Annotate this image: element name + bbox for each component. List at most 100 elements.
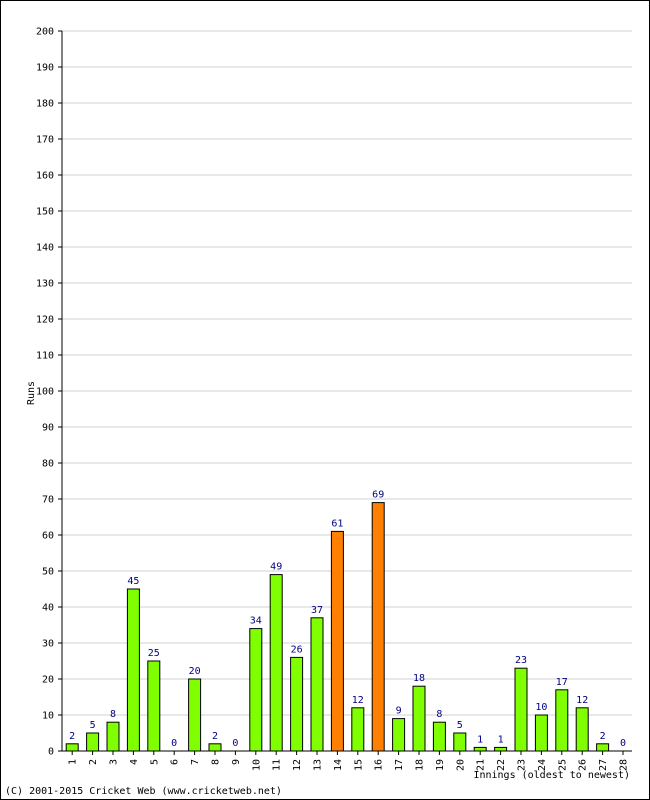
data-label-innings-15: 12 bbox=[352, 695, 364, 706]
y-tick-label: 130 bbox=[36, 279, 54, 290]
y-tick-label: 120 bbox=[36, 315, 54, 326]
x-tick-label: 7 bbox=[190, 759, 201, 765]
bar-innings-16 bbox=[371, 502, 385, 752]
data-label-innings-28: 0 bbox=[620, 738, 626, 749]
x-tick-label: 20 bbox=[455, 759, 466, 771]
x-tick-label: 4 bbox=[129, 759, 140, 765]
bar-innings-23 bbox=[514, 667, 528, 752]
y-tick-label: 200 bbox=[36, 27, 54, 38]
data-label-innings-24: 10 bbox=[535, 702, 547, 713]
data-label-innings-22: 1 bbox=[498, 734, 504, 745]
y-axis-title: Runs bbox=[26, 381, 37, 405]
y-tick-label: 50 bbox=[42, 567, 54, 578]
y-tick-label: 70 bbox=[42, 495, 54, 506]
bar-innings-10 bbox=[249, 628, 263, 752]
bar-innings-1 bbox=[65, 743, 79, 752]
data-label-innings-27: 2 bbox=[600, 731, 606, 742]
x-tick-label: 22 bbox=[496, 759, 507, 771]
data-label-innings-8: 2 bbox=[212, 731, 218, 742]
x-tick-label: 9 bbox=[231, 759, 242, 765]
y-tick-label: 90 bbox=[42, 423, 54, 434]
x-tick-label: 18 bbox=[415, 759, 426, 771]
bar-innings-22 bbox=[494, 746, 508, 752]
x-tick-label: 26 bbox=[578, 759, 589, 771]
x-tick-label: 16 bbox=[374, 759, 385, 771]
x-tick-label: 6 bbox=[170, 759, 181, 765]
data-label-innings-13: 37 bbox=[311, 605, 323, 616]
bar-innings-13 bbox=[310, 617, 324, 752]
bar-innings-15 bbox=[351, 707, 365, 752]
y-tick-label: 160 bbox=[36, 171, 54, 182]
bar-innings-14 bbox=[330, 530, 344, 752]
x-tick-label: 11 bbox=[272, 759, 283, 771]
data-label-innings-12: 26 bbox=[291, 644, 303, 655]
x-tick-label: 21 bbox=[476, 759, 487, 771]
y-tick-label: 140 bbox=[36, 243, 54, 254]
data-label-innings-16: 69 bbox=[372, 490, 384, 501]
y-tick-label: 10 bbox=[42, 711, 54, 722]
x-axis-ticks: 1 2 3 4 5 6 7 8 9 10 11 12 13 14 15 16 17 18 19 20 21 22 23 24 2… bbox=[68, 751, 630, 771]
x-tick-label: 15 bbox=[353, 759, 364, 771]
data-label-innings-10: 34 bbox=[250, 616, 262, 627]
y-tick-label: 30 bbox=[42, 639, 54, 650]
bars bbox=[65, 502, 610, 752]
data-label-innings-4: 45 bbox=[127, 576, 139, 587]
data-label-innings-11: 49 bbox=[270, 562, 282, 573]
y-tick-label: 180 bbox=[36, 99, 54, 110]
data-label-innings-26: 12 bbox=[576, 695, 588, 706]
bar-innings-24 bbox=[534, 714, 548, 752]
bar-innings-20 bbox=[453, 732, 467, 752]
data-label-innings-20: 5 bbox=[457, 720, 463, 731]
bar-innings-18 bbox=[412, 685, 426, 752]
data-label-innings-19: 8 bbox=[436, 709, 442, 720]
data-label-innings-7: 20 bbox=[189, 666, 201, 677]
data-label-innings-18: 18 bbox=[413, 673, 425, 684]
bar-innings-25 bbox=[555, 689, 569, 752]
data-label-innings-23: 23 bbox=[515, 655, 527, 666]
data-label-innings-9: 0 bbox=[232, 738, 238, 749]
y-axis-ticks: 0 10 20 30 40 50 60 70 80 90 100 110 120 130 140 150 160… bbox=[36, 27, 62, 758]
x-tick-label: 14 bbox=[333, 759, 344, 771]
bar-innings-21 bbox=[473, 746, 487, 752]
x-tick-label: 25 bbox=[557, 759, 568, 771]
y-tick-label: 80 bbox=[42, 459, 54, 470]
data-label-innings-3: 8 bbox=[110, 709, 116, 720]
x-tick-label: 10 bbox=[251, 759, 262, 771]
bar-innings-26 bbox=[575, 707, 589, 752]
data-label-innings-5: 25 bbox=[148, 648, 160, 659]
y-tick-label: 20 bbox=[42, 675, 54, 686]
bar-innings-11 bbox=[269, 574, 283, 752]
x-tick-label: 23 bbox=[517, 759, 528, 771]
x-axis-title: Innings (oldest to newest) bbox=[473, 770, 630, 781]
y-tick-label: 0 bbox=[48, 747, 54, 758]
bar-innings-27 bbox=[596, 743, 610, 752]
y-tick-label: 110 bbox=[36, 351, 54, 362]
data-label-innings-6: 0 bbox=[171, 738, 177, 749]
x-tick-label: 5 bbox=[149, 759, 160, 765]
data-label-innings-17: 9 bbox=[396, 706, 402, 717]
data-label-innings-1: 2 bbox=[69, 731, 75, 742]
x-tick-label: 8 bbox=[211, 759, 222, 765]
bar-innings-3 bbox=[106, 721, 120, 752]
data-label-innings-2: 5 bbox=[90, 720, 96, 731]
x-tick-label: 1 bbox=[68, 759, 79, 765]
y-tick-label: 150 bbox=[36, 207, 54, 218]
x-tick-label: 12 bbox=[292, 759, 303, 771]
x-tick-label: 27 bbox=[598, 759, 609, 771]
y-tick-label: 170 bbox=[36, 135, 54, 146]
bar-innings-7 bbox=[188, 678, 202, 752]
bar-innings-2 bbox=[86, 732, 100, 752]
bar-innings-12 bbox=[290, 656, 304, 752]
copyright-notice: (C) 2001-2015 Cricket Web (www.cricketwe… bbox=[5, 786, 282, 797]
bar-innings-19 bbox=[432, 721, 446, 752]
x-tick-label: 28 bbox=[619, 759, 630, 771]
bar-innings-5 bbox=[147, 660, 161, 752]
x-tick-label: 2 bbox=[88, 759, 99, 765]
data-label-innings-14: 61 bbox=[331, 518, 343, 529]
data-label-innings-21: 1 bbox=[477, 734, 483, 745]
bar-innings-8 bbox=[208, 743, 222, 752]
x-tick-label: 19 bbox=[435, 759, 446, 771]
